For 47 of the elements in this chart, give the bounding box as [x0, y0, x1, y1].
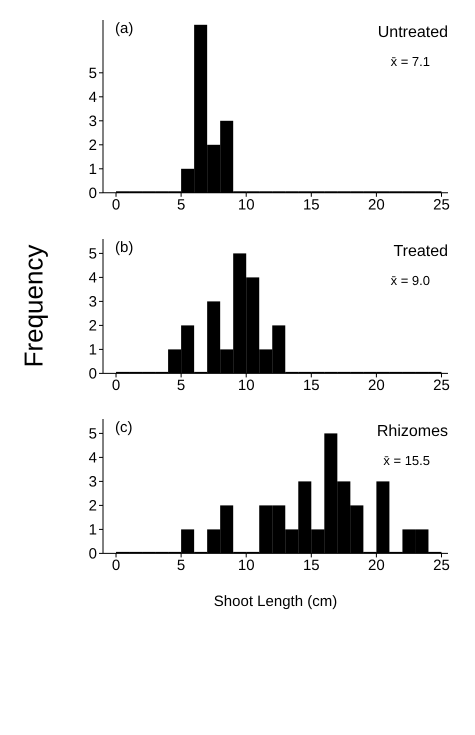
y-tick-label: 3	[88, 294, 98, 311]
chart-title: Rhizomes	[376, 423, 448, 442]
y-tick-label: 0	[88, 185, 97, 202]
x-tick-label: 15	[302, 196, 320, 214]
annotation: (a)	[115, 20, 134, 37]
x-tick-label: 0	[112, 557, 120, 574]
x-tick-label: 0	[112, 376, 120, 394]
x-tick-label: 20	[368, 376, 385, 394]
x-tick-label: 10	[238, 196, 255, 214]
x-tick-label: 5	[176, 557, 186, 574]
y-tick-label: 5	[88, 246, 98, 263]
x-tick-label: 20	[368, 557, 385, 574]
chart-title: Untreated	[378, 24, 448, 42]
x-tick-label: 10	[238, 376, 255, 394]
x-tick-label: 5	[176, 376, 186, 394]
y-tick-label: 1	[88, 342, 98, 359]
x-tick-label: 25	[433, 557, 450, 574]
annotation: (b)	[115, 238, 134, 256]
chart-title: Treated	[393, 242, 448, 261]
x-tick-label: 25	[433, 196, 450, 214]
y-tick-label: 4	[88, 450, 98, 467]
x-tick-label: 20	[368, 196, 385, 214]
y-tick-label: 2	[88, 498, 98, 515]
y-tick-label: 1	[88, 161, 97, 178]
annotation: x̄ = 15.5	[383, 453, 430, 468]
y-tick-label: 5	[88, 426, 98, 443]
y-tick-label: 0	[88, 366, 98, 383]
x-tick-label: 15	[302, 376, 320, 394]
annotation: x̄ = 9.0	[390, 272, 430, 288]
x-axis-title: Shoot Length (cm)	[212, 592, 338, 610]
y-tick-label: 0	[88, 546, 98, 563]
x-tick-label: 10	[238, 557, 255, 574]
y-tick-label: 3	[88, 474, 98, 491]
y-tick-label: 2	[88, 137, 97, 154]
y-axis-title: Frequency	[18, 244, 50, 368]
y-tick-label: 3	[88, 113, 97, 130]
y-tick-label: 1	[88, 522, 98, 539]
y-tick-label: 2	[88, 318, 98, 335]
x-tick-label: 0	[112, 196, 120, 214]
y-tick-label: 5	[88, 65, 97, 82]
annotation: x̄ = 7.1	[390, 54, 430, 69]
x-tick-label: 15	[302, 557, 320, 574]
y-tick-label: 4	[88, 270, 98, 287]
x-tick-label: 25	[433, 376, 450, 394]
annotation: (c)	[115, 419, 132, 436]
x-tick-label: 5	[176, 196, 186, 214]
y-tick-label: 4	[88, 89, 97, 106]
